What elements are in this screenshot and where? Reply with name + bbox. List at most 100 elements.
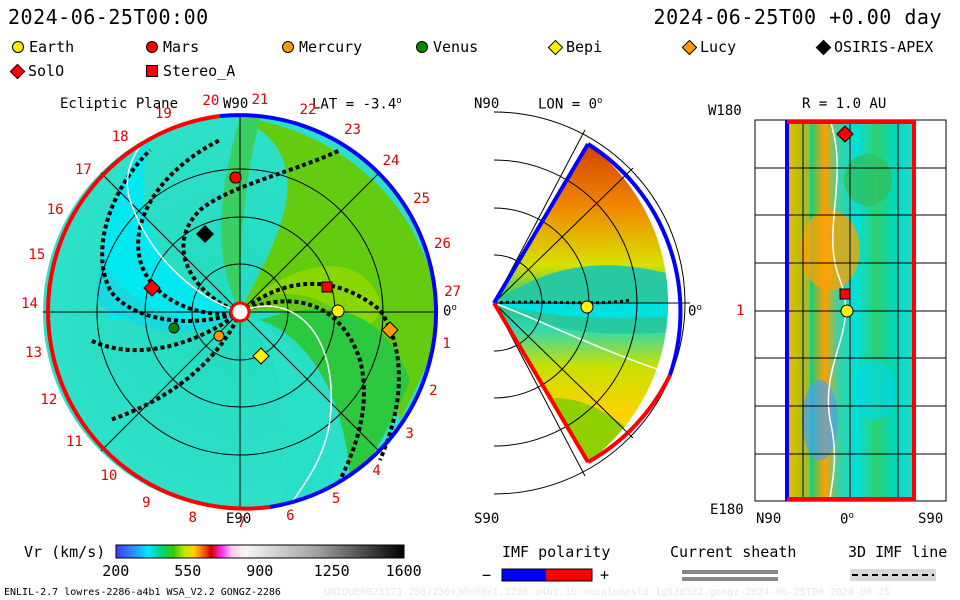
imf-field-lines [89,138,401,481]
legend-item-venus: Venus [416,38,478,56]
colorbar-tick: 1600 [385,562,422,580]
legend-item-label: Lucy [700,38,737,56]
ecliptic-lat-label: LAT = -3.4o [312,96,402,113]
meridional-lon-label: LON = 0o [538,96,603,113]
legend-item-label: Mars [163,38,200,56]
radial-top-label: W180 [708,103,742,119]
diamond-icon [547,39,564,56]
diamond-icon [9,63,26,80]
sector-number: 18 [111,129,129,146]
meridional-top-label: N90 [474,96,500,112]
legend-item-bepi: Bepi [547,38,603,56]
radial-earth-marker [840,304,854,318]
stereo-a-marker [321,281,333,293]
radial-stereo-a-marker [839,288,851,300]
legend-item-label: OSIRIS-APEX [834,38,934,56]
legend-item-label: Bepi [566,38,603,56]
square-icon [146,65,158,77]
imf-3d-swatch [850,569,936,581]
boundary-negative [219,113,439,411]
header-time-right: 2024-06-25T00 +0.00 day [653,5,942,29]
imf-positive-swatch [546,569,592,581]
sector-number: 10 [100,468,118,485]
venus-marker [168,322,180,334]
sector-number: 2 [429,383,438,400]
sector-number: 12 [40,391,58,408]
sector-number: 9 [142,494,151,511]
bepi-marker [252,347,270,365]
mercury-marker [213,330,225,342]
footer-model-info: ENLIL-2.7 lowres-2286-a4b1 WSA_V2.2 GONG… [4,587,281,598]
legend-item-label: Earth [29,38,75,56]
sector-number: 20 [202,93,220,110]
legend-item-label: SolO [28,62,65,80]
sector-number: 14 [21,295,38,312]
imf-3d-title: 3D IMF line [848,543,948,561]
ecliptic-right-label: 0o [443,303,457,320]
radial-solo-marker [836,125,854,143]
colorbar-tick: 200 [102,562,130,580]
header-time-left: 2024-06-25T00:00 [8,5,209,29]
circle-icon [12,41,24,53]
legend-item-label: Mercury [299,38,363,56]
legend-item-solo: SolO [9,62,65,80]
solar-wind-speed-field [95,118,437,508]
radial-mid-label: 1 [736,303,745,319]
sector-number: 7 [237,514,246,531]
sector-number: 21 [251,91,269,108]
imf-minus-sign: − [482,566,492,584]
sector-number: 26 [434,235,451,252]
sector-number: 25 [413,191,431,208]
radial-bottom-label: E180 [710,502,744,518]
sector-number: 3 [405,426,414,443]
meridional-bottom-label: S90 [474,511,500,527]
colorbar-tick: 1250 [313,562,350,580]
sector-number: 5 [331,490,341,507]
earth-marker [331,304,345,318]
radial-title: R = 1.0 AU [802,96,887,112]
ecliptic-bottom-label: E90 [226,511,252,527]
sector-number: 17 [74,161,92,178]
sector-number: 11 [65,433,83,450]
meridional-plane-panel [492,111,690,495]
legend-item-stereo-a: Stereo_A [146,62,235,80]
current-sheath-title: Current sheath [670,543,797,561]
sector-number: 13 [25,344,43,361]
colorbar-label: Vr (km/s) [24,543,106,561]
circle-icon [146,41,158,53]
sector-number: 6 [286,508,295,525]
diamond-icon [681,39,698,56]
sector-number: 24 [382,152,400,169]
sector-number: 8 [188,510,197,527]
legend-item-osiris-apex: OSIRIS-APEX [815,38,934,56]
legend-item-mercury: Mercury [282,38,362,56]
ecliptic-title: Ecliptic Plane [60,96,179,112]
sector-number: 1 [442,336,451,353]
boundary-positive [45,114,271,511]
sector-number: 15 [28,247,46,264]
imf-polarity-title: IMF polarity [502,543,611,561]
diamond-icon [815,39,832,56]
sector-number: 4 [372,462,381,479]
radial-x-right-label: S90 [918,511,944,527]
imf-negative-swatch [502,569,546,581]
sun-marker [229,301,251,323]
sector-number: 16 [46,201,64,218]
current-sheath-swatch [682,570,778,581]
lucy-marker [381,321,399,339]
imf-plus-sign: + [600,566,610,584]
osiris-apex-marker [196,225,214,243]
meridional-earth-marker [580,300,594,314]
ecliptic-top-label: W90 [223,96,249,112]
speed-colorbar [115,544,405,559]
solo-marker [143,279,161,297]
sector-number: 19 [154,105,172,122]
meridional-right-label: 0o [688,303,702,320]
radial-x-left-label: N90 [756,511,782,527]
colorbar-tick: 550 [174,562,202,580]
circle-icon [282,41,294,53]
colorbar-tick: 900 [246,562,274,580]
ecliptic-plane-panel [43,113,439,511]
mars-marker [229,171,242,184]
